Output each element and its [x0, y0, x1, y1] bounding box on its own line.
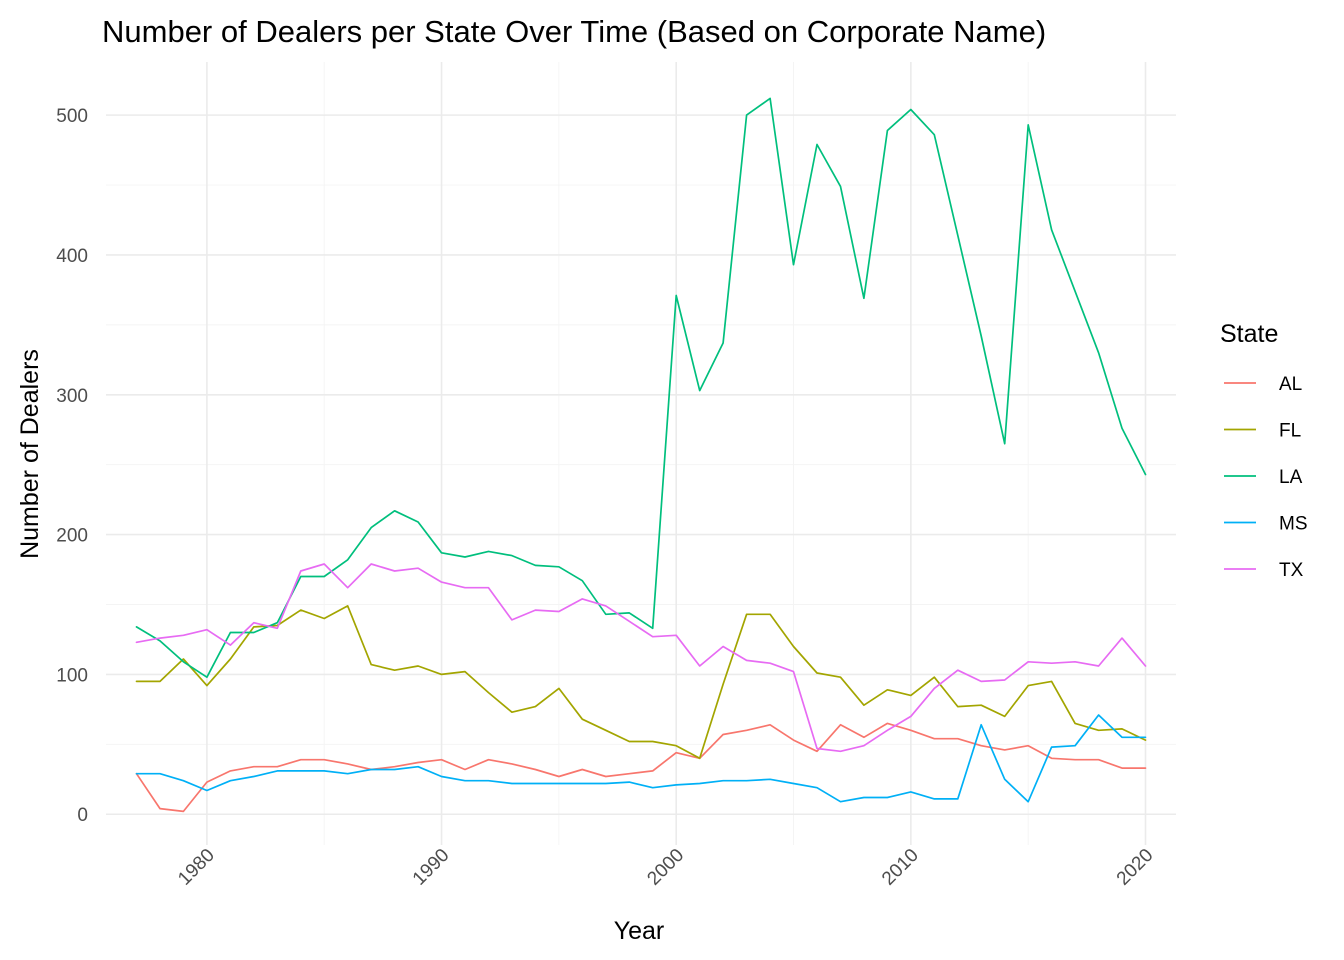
series-line-la [135, 97, 1147, 679]
legend-label: AL [1279, 374, 1302, 395]
y-axis-title: Number of Dealers [16, 349, 44, 559]
major-gridlines [106, 62, 1176, 845]
legend-item-fl: FL [1224, 421, 1301, 442]
x-axis-title: Year [614, 917, 665, 945]
legend-item-la: LA [1224, 467, 1303, 488]
y-tick-label: 0 [77, 805, 88, 826]
y-tick-label: 100 [56, 665, 88, 686]
series-line-fl [135, 605, 1147, 760]
y-tick-label: 300 [56, 386, 88, 407]
legend: State AL FL LA MS TX [1220, 320, 1308, 581]
y-axis-tick-labels: 0 100 200 300 400 500 [56, 106, 88, 826]
y-tick-label: 200 [56, 526, 88, 547]
x-tick-label: 2020 [1113, 845, 1158, 890]
legend-label: TX [1279, 560, 1304, 581]
y-tick-label: 400 [56, 246, 88, 267]
series-line-tx [135, 563, 1147, 753]
series-lines [135, 97, 1147, 813]
x-tick-label: 1980 [174, 845, 219, 890]
minor-gridlines [106, 62, 1176, 845]
legend-title: State [1220, 320, 1278, 348]
legend-label: FL [1279, 421, 1301, 442]
y-tick-label: 500 [56, 106, 88, 127]
x-tick-label: 1990 [409, 845, 454, 890]
series-line-ms [135, 714, 1147, 803]
legend-label: MS [1279, 514, 1308, 535]
x-tick-label: 2000 [643, 845, 688, 890]
legend-item-al: AL [1224, 374, 1302, 395]
legend-item-ms: MS [1224, 514, 1308, 535]
x-tick-label: 2010 [878, 845, 923, 890]
series-line-al [135, 722, 1147, 813]
x-axis-tick-labels: 1980 1990 2000 2010 2020 [174, 845, 1157, 890]
legend-label: LA [1279, 467, 1303, 488]
chart-title: Number of Dealers per State Over Time (B… [102, 14, 1046, 49]
legend-item-tx: TX [1224, 560, 1304, 581]
